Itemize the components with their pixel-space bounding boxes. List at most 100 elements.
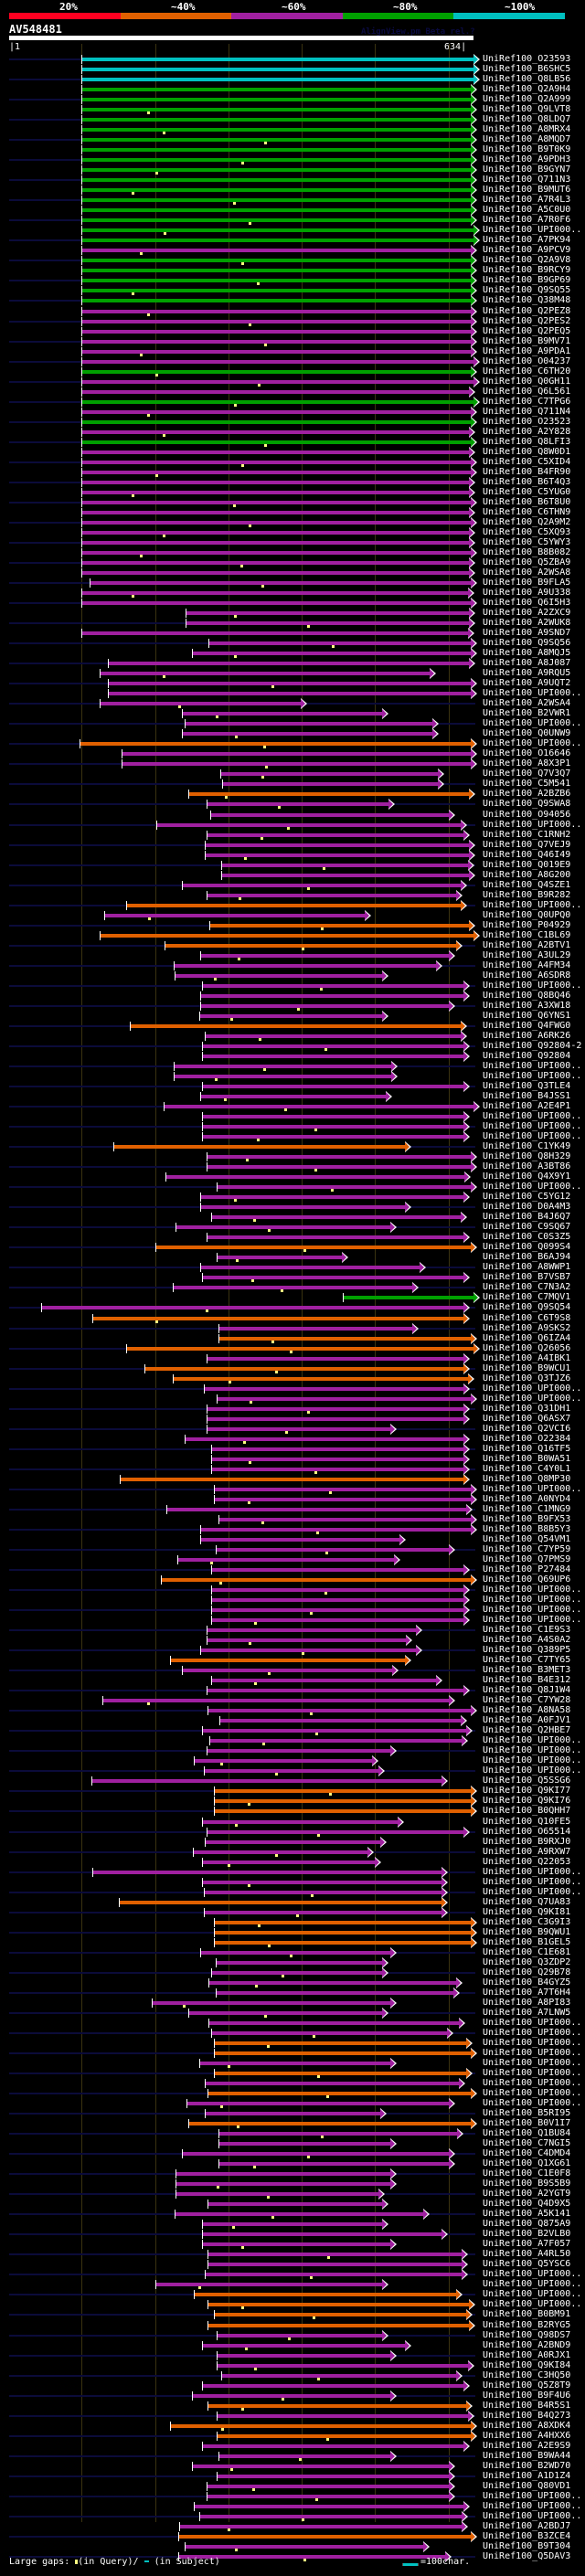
hit-bar[interactable] [90,581,471,586]
alignment-row[interactable]: UniRef100_UPI000.. [0,738,585,750]
hit-bar[interactable] [209,1739,462,1744]
subject-label[interactable]: UniRef100_A6RK26 [483,1030,571,1041]
subject-label[interactable]: UniRef100_B4Q273 [483,2410,571,2421]
alignment-row[interactable]: UniRef100_B2WD70 [0,2460,585,2472]
subject-label[interactable]: UniRef100_B4GYZ5 [483,1977,571,1988]
alignment-row[interactable]: UniRef100_UPI000.. [0,1886,585,1898]
subject-label[interactable]: UniRef100_B0WA51 [483,1453,571,1464]
subject-label[interactable]: UniRef100_Q9KI81 [483,1906,571,1917]
alignment-row[interactable]: UniRef100_B9WA44 [0,2450,585,2462]
hit-bar[interactable] [92,1316,463,1320]
subject-label[interactable]: UniRef100_Q7UA83 [483,1896,571,1907]
alignment-row[interactable]: UniRef100_B9F4U6 [0,2390,585,2401]
hit-bar[interactable] [343,1296,473,1300]
alignment-row[interactable]: UniRef100_UPI000.. [0,2510,585,2522]
subject-label[interactable]: UniRef100_Q2A999 [483,94,571,105]
hit-bar[interactable] [214,1497,471,1501]
subject-label[interactable]: UniRef100_Q8BQ46 [483,990,571,1001]
hit-bar[interactable] [207,1689,463,1693]
subject-label[interactable]: UniRef100_Q98DS7 [483,2329,571,2340]
alignment-row[interactable]: UniRef100_Q2HBE7 [0,1725,585,1737]
alignment-row[interactable]: UniRef100_Q8J1W4 [0,1685,585,1697]
hit-bar[interactable] [174,963,436,968]
hit-bar[interactable] [208,641,471,646]
alignment-row[interactable]: UniRef100_UPI000.. [0,2098,585,2110]
alignment-row[interactable]: UniRef100_Q2PES2 [0,315,585,327]
hit-bar[interactable] [81,480,469,484]
hit-bar[interactable] [218,1336,471,1341]
alignment-row[interactable]: UniRef100_B9GP69 [0,275,585,287]
subject-label[interactable]: UniRef100_UPI000.. [483,1111,582,1122]
subject-label[interactable]: UniRef100_UPI000.. [483,819,582,830]
alignment-row[interactable]: UniRef100_A2Y828 [0,426,585,438]
hit-bar[interactable] [205,1839,380,1844]
subject-label[interactable]: UniRef100_P04929 [483,919,571,930]
subject-label[interactable]: UniRef100_Q46I49 [483,849,571,860]
subject-label[interactable]: UniRef100_UPI000.. [483,1595,582,1606]
subject-label[interactable]: UniRef100_A4HXX6 [483,2430,571,2441]
alignment-row[interactable]: UniRef100_Q6ASX7 [0,1413,585,1425]
hit-bar[interactable] [202,2232,441,2237]
subject-label[interactable]: UniRef100_B2RYG5 [483,2319,571,2330]
subject-label[interactable]: UniRef100_C1RNH2 [483,829,571,840]
hit-bar[interactable] [217,1396,471,1401]
hit-bar[interactable] [202,1044,463,1048]
alignment-row[interactable]: UniRef100_UPI000.. [0,2068,585,2079]
subject-label[interactable]: UniRef100_UPI000.. [483,2088,582,2099]
hit-bar[interactable] [81,329,471,334]
subject-label[interactable]: UniRef100_B1GEL5 [483,1936,571,1947]
alignment-row[interactable]: UniRef100_A2BTV1 [0,939,585,951]
subject-label[interactable]: UniRef100_B0V1I7 [483,2118,571,2129]
subject-label[interactable]: UniRef100_B9MV71 [483,335,571,346]
subject-label[interactable]: UniRef100_Q54VM1 [483,1533,571,1544]
hit-bar[interactable] [214,1487,471,1491]
hit-bar[interactable] [207,1406,463,1411]
subject-label[interactable]: UniRef100_A7T6H4 [483,1987,571,1998]
hit-bar[interactable] [81,118,471,122]
hit-bar[interactable] [81,239,473,243]
alignment-row[interactable]: UniRef100_B2VLB0 [0,2229,585,2241]
alignment-row[interactable]: UniRef100_C6TH20 [0,366,585,377]
subject-label[interactable]: UniRef100_C7NGI5 [483,2138,571,2149]
hit-bar[interactable] [207,1426,390,1431]
hit-bar[interactable] [208,1980,456,1985]
subject-label[interactable]: UniRef100_Q2A9H4 [483,84,571,95]
subject-label[interactable]: UniRef100_O16646 [483,748,571,759]
alignment-row[interactable]: UniRef100_C9SQ67 [0,1222,585,1234]
alignment-row[interactable]: UniRef100_B9MUT6 [0,185,585,196]
alignment-row[interactable]: UniRef100_B9QWU1 [0,1926,585,1938]
hit-bar[interactable] [81,58,473,61]
hit-bar[interactable] [200,1537,399,1542]
alignment-row[interactable]: UniRef100_A8J087 [0,658,585,670]
subject-label[interactable]: UniRef100_Q16TF5 [483,1443,571,1454]
subject-label[interactable]: UniRef100_Q6YNS1 [483,1010,571,1021]
subject-label[interactable]: UniRef100_C6THN9 [483,506,571,517]
hit-bar[interactable] [81,88,471,92]
hit-bar[interactable] [202,1115,463,1119]
alignment-row[interactable]: UniRef100_C1E0F8 [0,2168,585,2180]
hit-bar[interactable] [100,933,473,938]
subject-label[interactable]: UniRef100_C3HQ50 [483,2369,571,2380]
hit-bar[interactable] [200,993,463,998]
alignment-row[interactable]: UniRef100_A2WUK8 [0,618,585,630]
alignment-row[interactable]: UniRef100_Q3ZDP2 [0,1956,585,1968]
alignment-row[interactable]: UniRef100_A0NYD4 [0,1493,585,1505]
alignment-row[interactable]: UniRef100_UPI000.. [0,980,585,991]
hit-bar[interactable] [207,1235,463,1240]
hit-bar[interactable] [173,1286,412,1290]
alignment-row[interactable]: UniRef100_B9S5B9 [0,2178,585,2190]
hit-bar[interactable] [194,1759,372,1764]
alignment-row[interactable]: UniRef100_Q9LVT8 [0,104,585,116]
alignment-row[interactable]: UniRef100_A4RL50 [0,2249,585,2261]
hit-bar[interactable] [175,973,382,978]
subject-label[interactable]: UniRef100_Q9SWA8 [483,799,571,810]
alignment-row[interactable]: UniRef100_C1E9S3 [0,1625,585,1637]
subject-label[interactable]: UniRef100_Q3TLE4 [483,1081,571,1092]
hit-bar[interactable] [221,873,469,877]
hit-bar[interactable] [188,792,469,797]
alignment-row[interactable]: UniRef100_Q2PEQ5 [0,325,585,337]
hit-bar[interactable] [200,953,449,958]
alignment-row[interactable]: UniRef100_A8MQJ5 [0,648,585,660]
alignment-row[interactable]: UniRef100_UPI000.. [0,1615,585,1627]
hit-bar[interactable] [217,1185,471,1190]
